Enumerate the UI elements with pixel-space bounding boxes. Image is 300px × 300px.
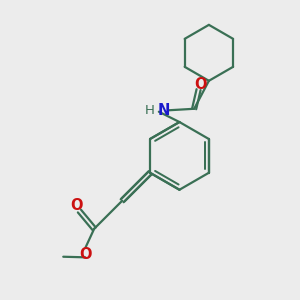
Text: O: O <box>194 77 206 92</box>
Text: N: N <box>158 103 170 118</box>
Text: H: H <box>145 104 155 117</box>
Text: O: O <box>79 247 92 262</box>
Text: O: O <box>70 198 83 213</box>
